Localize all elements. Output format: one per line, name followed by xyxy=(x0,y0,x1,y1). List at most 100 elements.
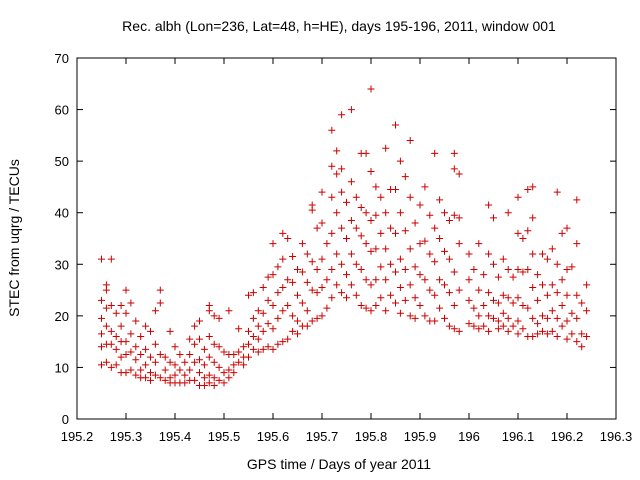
data-point xyxy=(279,255,287,263)
data-point xyxy=(107,302,115,310)
data-point xyxy=(509,322,517,330)
data-point xyxy=(161,353,169,361)
data-point xyxy=(107,363,115,371)
data-point xyxy=(553,260,561,268)
data-point xyxy=(147,353,154,361)
data-point xyxy=(151,340,159,348)
data-point xyxy=(578,343,586,351)
data-point xyxy=(445,322,453,330)
data-point xyxy=(151,358,159,366)
data-point xyxy=(475,240,483,248)
data-point xyxy=(181,379,189,387)
data-point xyxy=(470,304,478,312)
x-tick-label: 196 xyxy=(458,429,480,444)
data-point xyxy=(396,283,404,291)
data-point xyxy=(485,250,493,258)
data-point xyxy=(392,299,399,307)
data-point xyxy=(200,361,208,369)
data-point xyxy=(563,291,571,299)
data-point xyxy=(161,366,169,374)
data-point xyxy=(387,224,395,232)
data-point xyxy=(431,149,439,157)
data-point xyxy=(191,358,199,366)
data-point xyxy=(294,265,301,273)
data-point xyxy=(200,374,208,382)
data-point xyxy=(548,327,556,335)
data-point xyxy=(411,263,419,271)
data-point xyxy=(269,302,277,310)
data-point xyxy=(122,351,130,359)
data-point xyxy=(132,343,140,351)
data-point xyxy=(230,361,238,369)
data-point xyxy=(235,348,243,356)
data-point xyxy=(235,325,243,333)
data-point xyxy=(294,330,301,338)
data-point xyxy=(181,358,189,366)
data-point xyxy=(117,302,125,310)
data-point xyxy=(558,302,566,310)
data-point xyxy=(573,314,581,322)
data-point xyxy=(431,317,439,325)
data-point xyxy=(539,281,546,289)
data-point xyxy=(573,240,581,248)
data-point xyxy=(279,307,287,315)
data-point xyxy=(210,340,218,348)
data-point xyxy=(553,332,561,340)
y-tick-label: 70 xyxy=(55,51,69,66)
data-point xyxy=(450,268,458,276)
data-point xyxy=(343,198,350,206)
data-point xyxy=(548,245,556,253)
data-point xyxy=(220,379,228,387)
data-point xyxy=(279,229,287,237)
y-tick-label: 60 xyxy=(55,103,69,118)
data-point xyxy=(122,338,130,346)
data-point xyxy=(416,302,424,310)
data-point xyxy=(465,276,473,284)
data-point xyxy=(264,320,272,328)
data-point xyxy=(245,327,252,335)
data-point xyxy=(112,361,120,369)
data-point xyxy=(347,216,355,224)
data-point xyxy=(156,299,164,307)
data-point xyxy=(191,322,199,330)
data-point xyxy=(328,193,336,201)
data-point xyxy=(382,276,390,284)
data-point xyxy=(563,317,571,325)
data-point xyxy=(102,304,110,312)
data-point xyxy=(357,204,365,212)
data-point xyxy=(450,165,458,173)
data-point xyxy=(274,263,282,271)
data-point xyxy=(142,361,150,369)
data-point xyxy=(392,229,399,237)
data-point xyxy=(161,376,169,384)
data-point xyxy=(534,296,542,304)
data-point xyxy=(411,314,419,322)
data-point xyxy=(499,291,507,299)
data-point xyxy=(392,186,399,194)
data-point xyxy=(362,240,370,248)
data-point xyxy=(352,224,360,232)
data-point xyxy=(377,263,385,271)
data-point xyxy=(196,335,203,343)
data-point xyxy=(436,276,444,284)
data-point xyxy=(328,126,336,134)
data-point xyxy=(504,314,512,322)
data-point xyxy=(534,271,542,279)
data-point xyxy=(372,211,380,219)
data-point xyxy=(313,314,321,322)
data-point xyxy=(333,147,341,155)
data-point xyxy=(343,235,350,242)
data-point xyxy=(338,188,346,196)
data-point xyxy=(132,356,140,364)
data-point xyxy=(485,289,493,297)
data-point xyxy=(392,121,399,129)
chart-title: Rec. albh (Lon=236, Lat=48, h=HE), days … xyxy=(122,18,556,34)
data-point xyxy=(171,361,179,369)
data-point xyxy=(338,260,346,268)
data-points xyxy=(98,85,591,389)
data-point xyxy=(524,265,532,273)
data-point xyxy=(421,183,429,191)
data-point xyxy=(323,304,331,312)
data-point xyxy=(514,294,522,302)
data-point xyxy=(494,325,502,333)
